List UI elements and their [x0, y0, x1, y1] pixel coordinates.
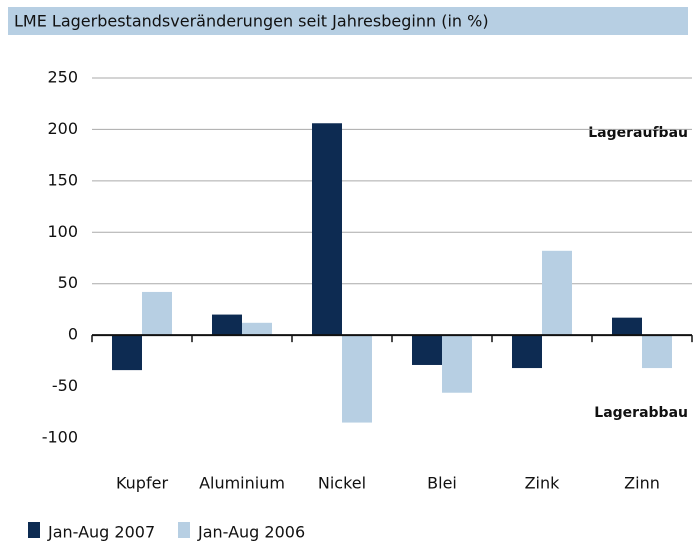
annotation: Lagerabbau: [594, 405, 688, 421]
bar: [312, 123, 342, 336]
bar: [342, 335, 372, 423]
bar: [412, 335, 442, 365]
title-bar: [8, 7, 688, 35]
x-tick-label: Kupfer: [116, 474, 168, 493]
bar: [512, 335, 542, 369]
x-tick-label: Aluminium: [199, 474, 285, 493]
x-tick-label: Blei: [427, 474, 457, 493]
y-tick-label: -50: [52, 376, 78, 395]
y-tick-label: 150: [47, 170, 78, 189]
chart-title: LME Lagerbestandsveränderungen seit Jahr…: [14, 12, 489, 31]
legend-swatch: [178, 522, 190, 538]
legend-label: Jan-Aug 2007: [47, 523, 155, 542]
y-tick-label: 200: [47, 119, 78, 138]
bar: [212, 314, 242, 336]
y-tick-label: 0: [68, 325, 78, 344]
y-tick-label: 100: [47, 222, 78, 241]
bar: [142, 291, 172, 336]
y-tick-label: -100: [42, 428, 78, 447]
y-tick-label: 250: [47, 68, 78, 87]
legend-swatch: [28, 522, 40, 538]
bar: [542, 250, 572, 336]
annotation: Lageraufbau: [588, 125, 688, 141]
bar: [242, 322, 272, 336]
y-tick-label: 50: [58, 273, 78, 292]
bar: [642, 335, 672, 369]
x-tick-label: Zinn: [624, 474, 660, 493]
legend-label: Jan-Aug 2006: [197, 523, 305, 542]
bar: [442, 335, 472, 393]
x-tick-label: Nickel: [318, 474, 366, 493]
bar: [112, 335, 142, 371]
bar: [612, 317, 642, 336]
x-tick-label: Zink: [525, 474, 561, 493]
